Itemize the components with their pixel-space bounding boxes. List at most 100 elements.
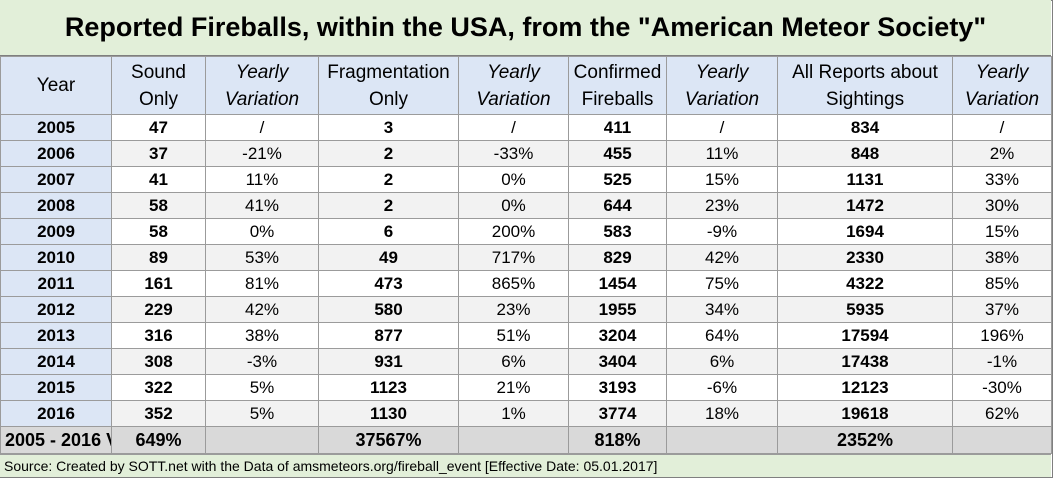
cell-confirmed-fireballs: 411: [568, 114, 667, 141]
cell-all-reports: 1131: [777, 166, 953, 193]
cell-confirmed-variation: 23%: [666, 192, 778, 219]
cell-confirmed-fireballs: 3404: [568, 348, 667, 375]
cell-confirmed-variation: 18%: [666, 400, 778, 427]
cell-confirmed-fireballs: 644: [568, 192, 667, 219]
cell-fragmentation-only: 580: [318, 296, 459, 323]
cell-year: 2015: [0, 374, 112, 401]
cell-year: 2007: [0, 166, 112, 193]
cell-all-reports: 834: [777, 114, 953, 141]
cell-confirmed-variation: -6%: [666, 374, 778, 401]
cell-confirmed-fireballs: 525: [568, 166, 667, 193]
cell-confirmed-variation: 42%: [666, 244, 778, 271]
header-confirmed-variation: Yearly Variation: [666, 56, 778, 115]
cell-confirmed-variation: 15%: [666, 166, 778, 193]
table-row: 2005 47/3/411/834/: [0, 114, 1052, 141]
cell-confirmed-fireballs: 3193: [568, 374, 667, 401]
cell-reports-variation: -1%: [952, 348, 1052, 375]
cell-sound-only: 41: [111, 166, 206, 193]
cell-fragmentation-only: 1130: [318, 400, 459, 427]
cell-sound-variation: -21%: [205, 140, 319, 167]
cell-all-reports: 848: [777, 140, 953, 167]
footer-cell: [458, 426, 569, 454]
cell-sound-variation: /: [205, 114, 319, 141]
cell-fragmentation-only: 3: [318, 114, 459, 141]
cell-confirmed-fireballs: 455: [568, 140, 667, 167]
table-title: Reported Fireballs, within the USA, from…: [0, 0, 1051, 56]
cell-confirmed-variation: -9%: [666, 218, 778, 245]
cell-all-reports: 12123: [777, 374, 953, 401]
footer-fragmentation-total: 37567%: [318, 426, 459, 454]
table-row: 2007 41 11% 2 0% 525 15% 1131 33%: [0, 166, 1052, 193]
table-row: 2009 58 0% 6 200% 583 -9% 1694 15%: [0, 218, 1052, 245]
cell-reports-variation: -30%: [952, 374, 1052, 401]
cell-year: 2006: [0, 140, 112, 167]
table-row: 2016 352 5% 1130 1% 3774 18% 19618 62%: [0, 400, 1052, 427]
cell-sound-only: 316: [111, 322, 206, 349]
cell-all-reports: 17438: [777, 348, 953, 375]
cell-sound-only: 47: [111, 114, 206, 141]
cell-fragmentation-only: 2: [318, 140, 459, 167]
table-row: 2015 322 5% 1123 21% 3193 -6% 12123 -30%: [0, 374, 1052, 401]
source-note: Source: Created by SOTT.net with the Dat…: [0, 454, 1051, 477]
cell-confirmed-variation: 34%: [666, 296, 778, 323]
cell-fragmentation-only: 2: [318, 192, 459, 219]
header-confirmed-fireballs: Confirmed Fireballs: [568, 56, 667, 115]
cell-all-reports: 1694: [777, 218, 953, 245]
header-year: Year: [0, 56, 112, 115]
table-row: 2011 161 81% 473 865% 1454 75% 4322 85%: [0, 270, 1052, 297]
cell-confirmed-variation: 64%: [666, 322, 778, 349]
cell-sound-variation: 81%: [205, 270, 319, 297]
header-fragmentation-variation: Yearly Variation: [458, 56, 569, 115]
cell-fragmentation-variation: 51%: [458, 322, 569, 349]
cell-year: 2011: [0, 270, 112, 297]
cell-fragmentation-variation: 865%: [458, 270, 569, 297]
cell-fragmentation-only: 2: [318, 166, 459, 193]
header-reports-variation: Yearly Variation: [952, 56, 1052, 115]
cell-sound-only: 308: [111, 348, 206, 375]
cell-reports-variation: 2%: [952, 140, 1052, 167]
footer-confirmed-total: 818%: [568, 426, 667, 454]
cell-year: 2005: [0, 114, 112, 141]
table-header: Year Sound Only Yearly Variation Fragmenta…: [0, 56, 1052, 115]
cell-fragmentation-variation: 1%: [458, 400, 569, 427]
cell-year: 2013: [0, 322, 112, 349]
cell-fragmentation-variation: 23%: [458, 296, 569, 323]
cell-sound-variation: -3%: [205, 348, 319, 375]
cell-fragmentation-only: 877: [318, 322, 459, 349]
footer-cell: [666, 426, 778, 454]
table-body: 2005 47/3/411/834/2006 37 -21% 2 -33% 455 11% 84…: [0, 114, 1052, 427]
cell-year: 2008: [0, 192, 112, 219]
table-row: 2010 89 53% 49 717% 829 42% 2330 38%: [0, 244, 1052, 271]
cell-fragmentation-variation: -33%: [458, 140, 569, 167]
cell-all-reports: 19618: [777, 400, 953, 427]
cell-fragmentation-variation: /: [458, 114, 569, 141]
cell-fragmentation-variation: 6%: [458, 348, 569, 375]
cell-fragmentation-only: 49: [318, 244, 459, 271]
cell-sound-only: 58: [111, 192, 206, 219]
cell-fragmentation-only: 473: [318, 270, 459, 297]
fireball-table: Year Sound Only Yearly Variation Fragmenta…: [0, 56, 1052, 454]
cell-fragmentation-only: 6: [318, 218, 459, 245]
table-footer: 2005 - 2016 Variation 649% 37567% 818% 2…: [0, 426, 1052, 454]
cell-sound-variation: 5%: [205, 400, 319, 427]
cell-sound-only: 322: [111, 374, 206, 401]
cell-all-reports: 1472: [777, 192, 953, 219]
footer-cell: [205, 426, 319, 454]
cell-sound-only: 161: [111, 270, 206, 297]
header-sound-only: Sound Only: [111, 56, 206, 115]
cell-confirmed-fireballs: 1955: [568, 296, 667, 323]
footer-row: 2005 - 2016 Variation 649% 37567% 818% 2…: [0, 426, 1052, 454]
cell-sound-variation: 11%: [205, 166, 319, 193]
footer-sound-total: 649%: [111, 426, 206, 454]
cell-fragmentation-variation: 0%: [458, 192, 569, 219]
cell-year: 2009: [0, 218, 112, 245]
table-row: 2014 308 -3% 931 6% 3404 6% 17438 -1%: [0, 348, 1052, 375]
cell-year: 2012: [0, 296, 112, 323]
cell-sound-variation: 5%: [205, 374, 319, 401]
cell-reports-variation: 33%: [952, 166, 1052, 193]
footer-reports-total: 2352%: [777, 426, 953, 454]
header-fragmentation-only: Fragmentation Only: [318, 56, 459, 115]
cell-fragmentation-variation: 0%: [458, 166, 569, 193]
table-row: 2008 58 41% 2 0% 644 23% 1472 30%: [0, 192, 1052, 219]
header-sound-variation: Yearly Variation: [205, 56, 319, 115]
